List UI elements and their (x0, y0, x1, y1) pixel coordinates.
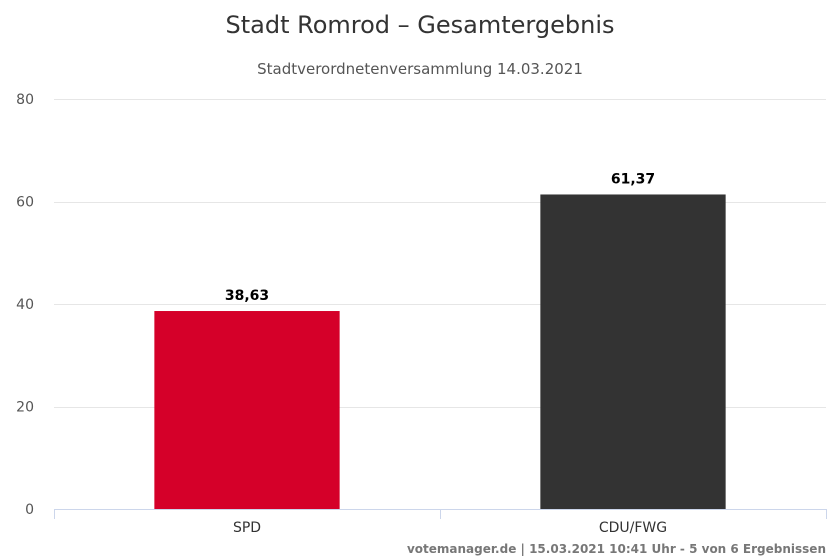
y-tick-labels: 0 20 40 60 80 (16, 92, 34, 518)
x-axis-ticks (54, 509, 827, 519)
y-tick-label: 40 (16, 297, 34, 313)
category-labels: SPD CDU/FWG (233, 520, 667, 536)
chart-title: Stadt Romrod – Gesamtergebnis (226, 11, 615, 39)
bar[interactable] (154, 311, 340, 509)
y-tick-label: 0 (25, 502, 34, 518)
category-label: CDU/FWG (599, 520, 667, 536)
y-tick-label: 80 (16, 92, 34, 108)
data-labels: 38,63 61,37 (225, 171, 655, 304)
category-label: SPD (233, 520, 261, 536)
chart-credits[interactable]: votemanager.de | 15.03.2021 10:41 Uhr - … (407, 542, 826, 556)
y-tick-label: 60 (16, 195, 34, 211)
bar[interactable] (540, 194, 726, 509)
chart-subtitle: Stadtverordnetenversammlung 14.03.2021 (257, 60, 583, 78)
data-label: 38,63 (225, 288, 269, 304)
bars (154, 194, 726, 509)
data-label: 61,37 (611, 171, 655, 187)
y-tick-label: 20 (16, 400, 34, 416)
